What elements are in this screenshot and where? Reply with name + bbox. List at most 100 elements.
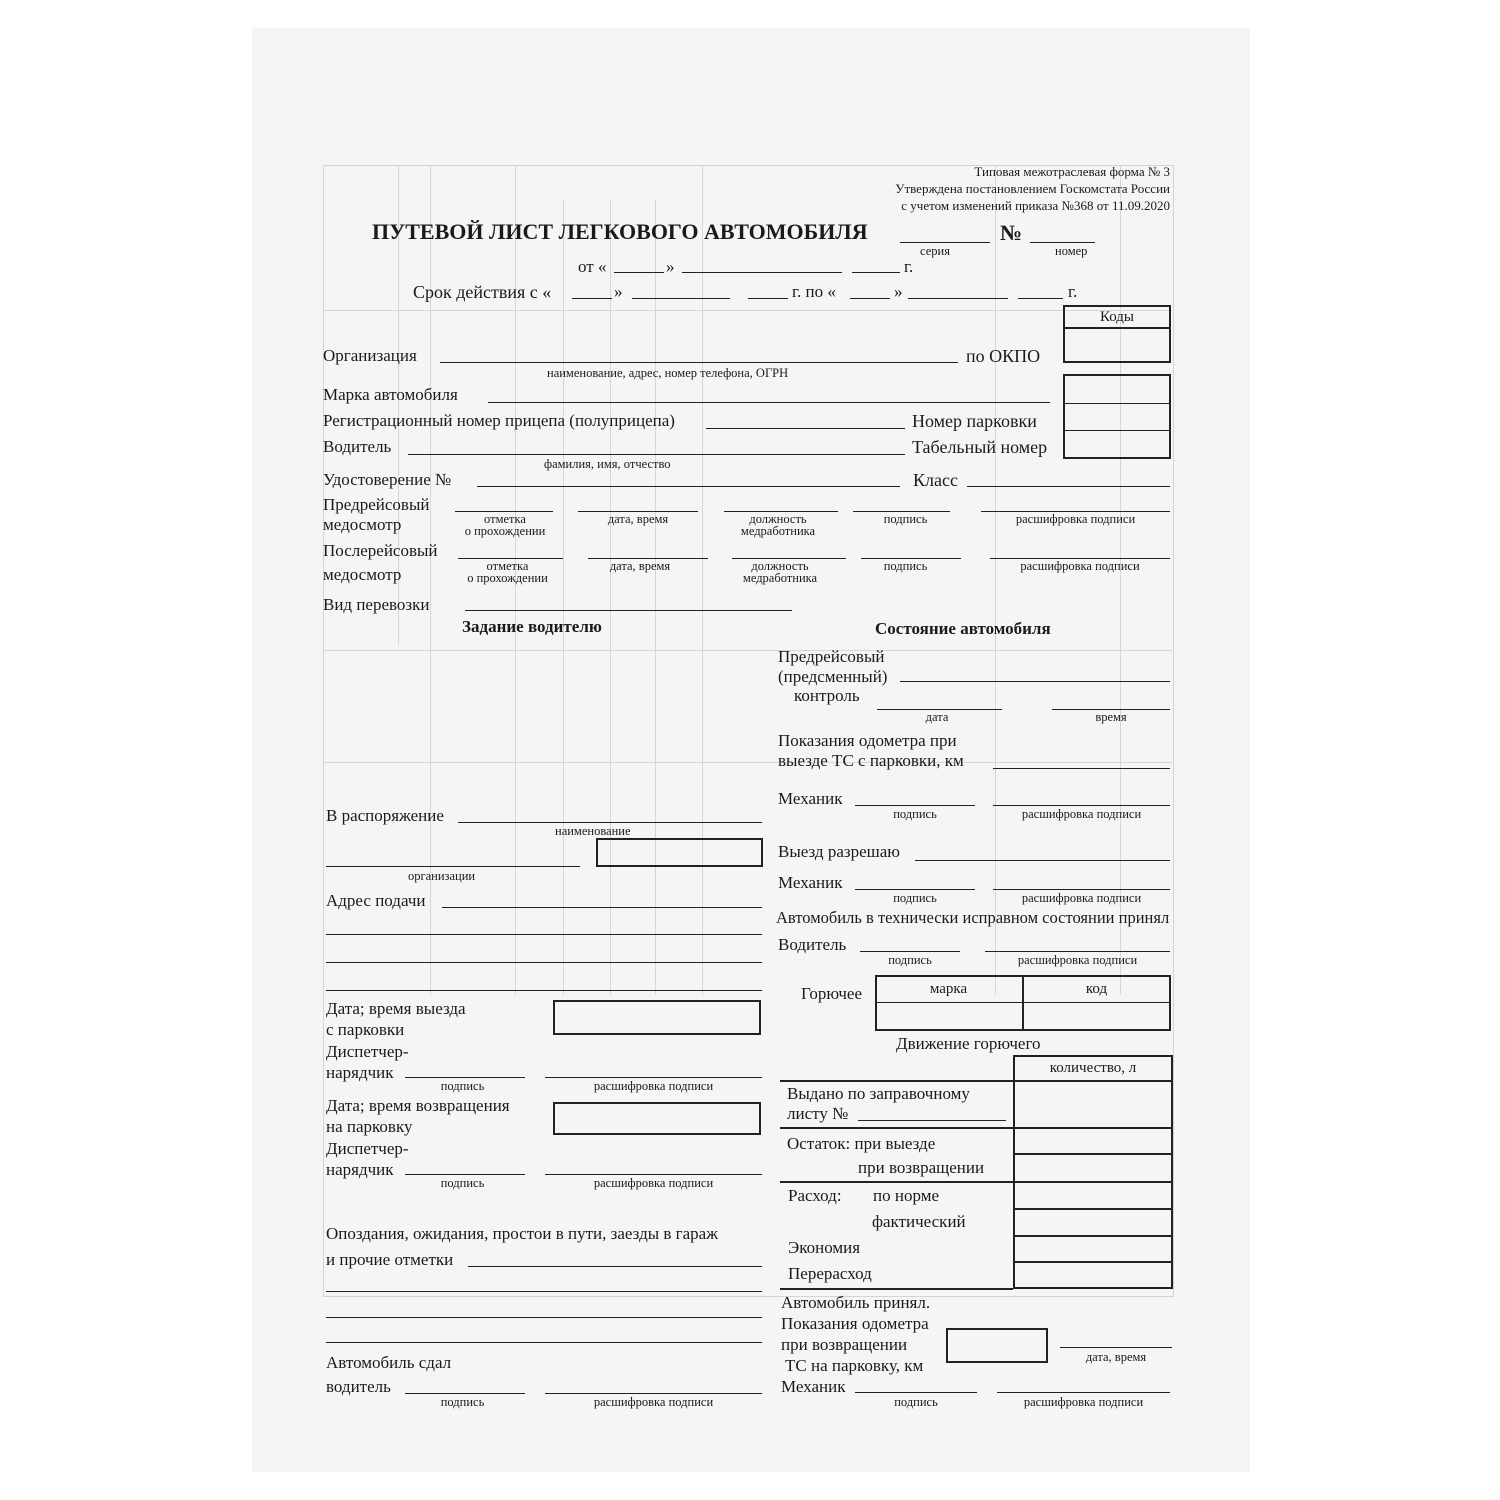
caption: подпись bbox=[440, 1395, 485, 1409]
post-trip-mark-field[interactable] bbox=[458, 558, 563, 559]
address-field-3[interactable] bbox=[326, 962, 762, 963]
bleed-through-line bbox=[398, 165, 399, 645]
delays-field-4[interactable] bbox=[326, 1342, 762, 1343]
date-day-field[interactable] bbox=[614, 272, 664, 273]
quote-close: » bbox=[614, 282, 623, 301]
bleed-through-line bbox=[515, 165, 516, 995]
validity-to-label: г. по « bbox=[792, 282, 836, 301]
handed-decoding-field[interactable] bbox=[545, 1393, 762, 1394]
delays-field-3[interactable] bbox=[326, 1317, 762, 1318]
mechanic-decoding-field[interactable] bbox=[993, 805, 1170, 806]
bleed-through-line bbox=[610, 200, 611, 995]
address-field[interactable] bbox=[442, 907, 762, 908]
series-field[interactable] bbox=[900, 242, 990, 243]
driver-field[interactable] bbox=[408, 454, 905, 455]
return-odometer-box[interactable] bbox=[946, 1328, 1048, 1363]
post-trip-decoding-field[interactable] bbox=[990, 558, 1170, 559]
control-time-field[interactable] bbox=[1052, 709, 1170, 710]
form-amendment-line: с учетом изменений приказа №368 от 11.09… bbox=[901, 198, 1170, 213]
disposal-code-box[interactable] bbox=[596, 838, 763, 867]
validity-from-month[interactable] bbox=[632, 298, 730, 299]
address-field-4[interactable] bbox=[326, 990, 762, 991]
number-field[interactable] bbox=[1030, 242, 1095, 243]
accepted-ok-label: Автомобиль в технически исправном состоя… bbox=[776, 908, 1170, 927]
caption: расшифровка подписи bbox=[1020, 559, 1140, 573]
car-brand-field[interactable] bbox=[488, 402, 1050, 403]
exit-allowed-label: Выезд разрешаю bbox=[778, 842, 900, 861]
return-datetime-box[interactable] bbox=[553, 1102, 761, 1135]
dispatcher-signature-field[interactable] bbox=[405, 1077, 525, 1078]
driver-signature-field[interactable] bbox=[860, 951, 960, 952]
license-field[interactable] bbox=[477, 486, 900, 487]
fuel-row-divider bbox=[780, 1127, 1172, 1129]
caption: время bbox=[1095, 710, 1127, 724]
trailer-number-field[interactable] bbox=[706, 428, 905, 429]
fuel-brand-cell[interactable] bbox=[875, 1005, 1020, 1029]
odometer-exit-field[interactable] bbox=[993, 768, 1170, 769]
fuel-table-divider bbox=[1022, 975, 1024, 1031]
validity-from-day[interactable] bbox=[572, 298, 612, 299]
disposal-field[interactable] bbox=[458, 822, 762, 823]
validity-from-year[interactable] bbox=[748, 298, 788, 299]
validity-to-month[interactable] bbox=[908, 298, 1008, 299]
return-datetime-field[interactable] bbox=[1060, 1347, 1172, 1348]
dispatcher-label: Диспетчер- bbox=[326, 1042, 409, 1061]
caption: подпись bbox=[894, 1395, 938, 1409]
class-field[interactable] bbox=[967, 486, 1170, 487]
pre-trip-signature-field[interactable] bbox=[853, 511, 950, 512]
dispatcher-label-2: нарядчик bbox=[326, 1160, 394, 1179]
issued-label: Выдано по заправочному bbox=[787, 1084, 970, 1103]
return-mechanic-decoding-field[interactable] bbox=[997, 1392, 1170, 1393]
control-field[interactable] bbox=[900, 681, 1170, 682]
disposal-org-field[interactable] bbox=[326, 866, 580, 867]
dispatcher-decoding-field[interactable] bbox=[545, 1077, 762, 1078]
fuel-row-divider bbox=[1013, 1208, 1172, 1210]
codes-divider bbox=[1063, 327, 1171, 329]
overrun-label: Перерасход bbox=[788, 1264, 872, 1283]
dispatcher-signature-field[interactable] bbox=[405, 1174, 525, 1175]
validity-to-day[interactable] bbox=[850, 298, 890, 299]
task-heading: Задание водителю bbox=[462, 617, 602, 636]
pre-trip-decoding-field[interactable] bbox=[981, 511, 1170, 512]
economy-label: Экономия bbox=[788, 1238, 861, 1257]
post-trip-datetime-field[interactable] bbox=[588, 558, 708, 559]
caption: расшифровка подписи bbox=[593, 1176, 714, 1190]
dispatcher-decoding-field[interactable] bbox=[545, 1174, 762, 1175]
address-field-2[interactable] bbox=[326, 934, 762, 935]
caption: подпись bbox=[893, 891, 937, 905]
actual-label: фактический bbox=[872, 1212, 966, 1231]
control-date-field[interactable] bbox=[877, 709, 1002, 710]
fuel-sheet-number-field[interactable] bbox=[858, 1120, 1006, 1121]
mechanic-signature-field[interactable] bbox=[855, 889, 975, 890]
mechanic-signature-field[interactable] bbox=[855, 805, 975, 806]
pre-trip-position-field[interactable] bbox=[724, 511, 838, 512]
caption: отметка bbox=[486, 559, 529, 573]
page-title: ПУТЕВОЙ ЛИСТ ЛЕГКОВОГО АВТОМОБИЛЯ bbox=[372, 219, 868, 244]
fuel-code-cell[interactable] bbox=[1024, 1005, 1169, 1029]
post-trip-position-field[interactable] bbox=[732, 558, 846, 559]
validity-to-year[interactable] bbox=[1018, 298, 1063, 299]
control-label-3: контроль bbox=[794, 686, 860, 705]
issued-label-2: листу № bbox=[787, 1104, 849, 1123]
exit-allowed-field[interactable] bbox=[915, 860, 1170, 861]
organization-field[interactable] bbox=[440, 362, 958, 363]
return-mechanic-signature-field[interactable] bbox=[855, 1392, 977, 1393]
departure-datetime-box[interactable] bbox=[553, 1000, 761, 1035]
driver-decoding-field[interactable] bbox=[985, 951, 1170, 952]
fuel-row-divider bbox=[1013, 1261, 1172, 1263]
delays-field-2[interactable] bbox=[326, 1291, 762, 1292]
date-year-field[interactable] bbox=[852, 272, 900, 273]
delays-field[interactable] bbox=[468, 1266, 762, 1267]
pre-trip-datetime-field[interactable] bbox=[578, 511, 698, 512]
transport-type-field[interactable] bbox=[465, 610, 792, 611]
date-month-field[interactable] bbox=[682, 272, 842, 273]
mechanic-decoding-field[interactable] bbox=[993, 889, 1170, 890]
handed-signature-field[interactable] bbox=[405, 1393, 525, 1394]
pre-trip-mark-field[interactable] bbox=[455, 511, 553, 512]
post-trip-label-2: медосмотр bbox=[323, 565, 402, 584]
number-sign: № bbox=[1000, 220, 1023, 245]
organization-caption: наименование, адрес, номер телефона, ОГР… bbox=[547, 366, 789, 380]
fuel-row-divider bbox=[780, 1288, 1013, 1290]
post-trip-signature-field[interactable] bbox=[861, 558, 961, 559]
caption: медработника bbox=[740, 524, 816, 538]
